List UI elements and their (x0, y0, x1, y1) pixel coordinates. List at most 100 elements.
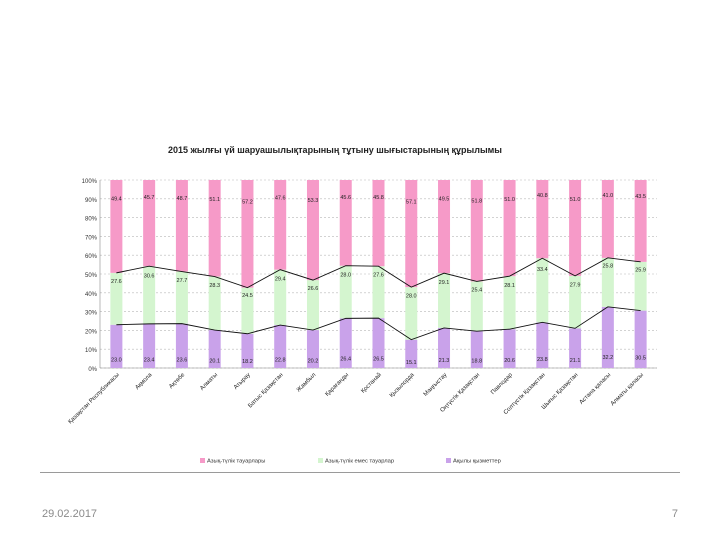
bar-food (470, 180, 483, 282)
bar-nonfood (208, 276, 221, 331)
data-label-nonfood: 27.6 (111, 279, 122, 285)
bar-services (536, 322, 549, 368)
data-label-services: 26.5 (373, 357, 384, 363)
data-label-nonfood: 27.9 (570, 282, 581, 288)
bar-food (569, 180, 582, 276)
bar-nonfood (175, 271, 188, 324)
data-label-services: 18.8 (471, 358, 482, 364)
bar-food (372, 180, 385, 267)
bar-nonfood (372, 266, 385, 319)
data-label-nonfood: 30.6 (144, 274, 155, 280)
data-label-food: 57.1 (406, 200, 417, 206)
gridlines (100, 179, 657, 369)
legend-swatch (318, 458, 323, 463)
footer-divider (40, 472, 680, 473)
data-label-services: 22.8 (275, 358, 286, 364)
legend-swatch (446, 458, 451, 463)
bar-nonfood (634, 261, 647, 311)
data-label-nonfood: 26.6 (308, 286, 319, 292)
data-label-food: 57.2 (242, 200, 253, 206)
data-label-services: 20.2 (308, 358, 319, 364)
bar-nonfood (241, 287, 254, 334)
services-boundary-line (116, 306, 641, 341)
bar-food (175, 180, 188, 272)
data-label-nonfood: 29.4 (275, 277, 286, 283)
data-label-food: 48.7 (177, 196, 188, 202)
legend-swatch (200, 458, 205, 463)
bar-nonfood (339, 265, 352, 319)
x-tick-label: Ақмола (135, 372, 154, 391)
y-tick-label: 40% (85, 292, 98, 298)
data-label-nonfood: 28.0 (406, 294, 417, 300)
bar-nonfood (503, 276, 516, 330)
data-label-nonfood: 28.0 (340, 272, 351, 278)
data-label-food: 47.6 (275, 196, 286, 202)
bar-food (110, 180, 123, 273)
footer-date: 29.02.2017 (42, 508, 98, 520)
y-tick-label: 30% (85, 311, 98, 317)
data-label-nonfood: 33.4 (537, 267, 548, 273)
bar-food (634, 180, 647, 262)
x-tick-label: Маңғыстау (423, 372, 449, 398)
data-label-nonfood: 29.1 (439, 280, 450, 286)
x-tick-label: Атырау (233, 372, 252, 391)
bar-food (601, 180, 614, 258)
bar-food (536, 180, 549, 259)
bar-nonfood (143, 266, 156, 324)
bar-food (339, 180, 352, 266)
bar-services (405, 339, 418, 368)
data-label-food: 40.8 (537, 193, 548, 199)
bar-nonfood (405, 287, 418, 340)
y-tick-label: 100% (82, 179, 98, 185)
bar-food (438, 180, 451, 274)
data-label-food: 45.6 (340, 195, 351, 201)
page-number: 7 (671, 508, 678, 520)
x-tick-label: Павлодар (490, 372, 514, 396)
data-label-services: 23.8 (537, 357, 548, 363)
y-tick-label: 0% (88, 367, 97, 373)
bar-nonfood (110, 272, 123, 325)
bar-food (274, 180, 287, 270)
data-labels: 49.4 27.6 23.0 45.7 30.6 23.4 48.7 27.7 23.6 51.1… (111, 193, 646, 366)
x-tick-label: Ақтөбе (168, 372, 186, 390)
data-label-services: 20.6 (504, 358, 515, 364)
bar-nonfood (274, 269, 287, 326)
legend-label: Азық-түлік емес тауарлар (325, 459, 394, 465)
bar-nonfood (470, 281, 483, 332)
data-label-services: 21.1 (570, 358, 581, 364)
bar-services (274, 325, 287, 368)
bar-services (470, 331, 483, 368)
bar-services (339, 318, 352, 368)
data-label-services: 32.2 (602, 355, 613, 361)
y-tick-label: 80% (85, 217, 98, 223)
boundary-lines (116, 257, 641, 341)
bar-food (143, 180, 156, 267)
nonfood-boundary-line (116, 257, 641, 289)
data-label-services: 30.5 (635, 355, 646, 361)
bar-services (208, 330, 221, 368)
bar-nonfood (569, 275, 582, 329)
data-label-food: 51.0 (570, 197, 581, 203)
bar-nonfood (601, 257, 614, 307)
bar-services (372, 318, 385, 368)
bar-services (306, 330, 319, 368)
data-label-services: 18.2 (242, 359, 253, 365)
data-label-services: 15.1 (406, 360, 417, 366)
data-label-services: 21.3 (439, 358, 450, 364)
data-label-food: 49.4 (111, 196, 122, 202)
data-label-services: 20.1 (209, 358, 220, 364)
data-label-food: 51.1 (209, 197, 220, 203)
y-tick-label: 70% (85, 235, 98, 241)
bar-food (306, 180, 319, 281)
y-tick-label: 60% (85, 254, 98, 260)
data-label-food: 41.0 (602, 193, 613, 199)
bar-services (143, 323, 156, 368)
bar-food (208, 180, 221, 277)
data-label-services: 23.0 (111, 358, 122, 364)
x-tick-label: Астана қаласы (579, 372, 613, 406)
legend-label: Азық-түлік тауарлары (207, 459, 265, 465)
data-label-nonfood: 27.6 (373, 273, 384, 279)
bar-services (601, 306, 614, 368)
data-label-food: 53.3 (308, 198, 319, 204)
